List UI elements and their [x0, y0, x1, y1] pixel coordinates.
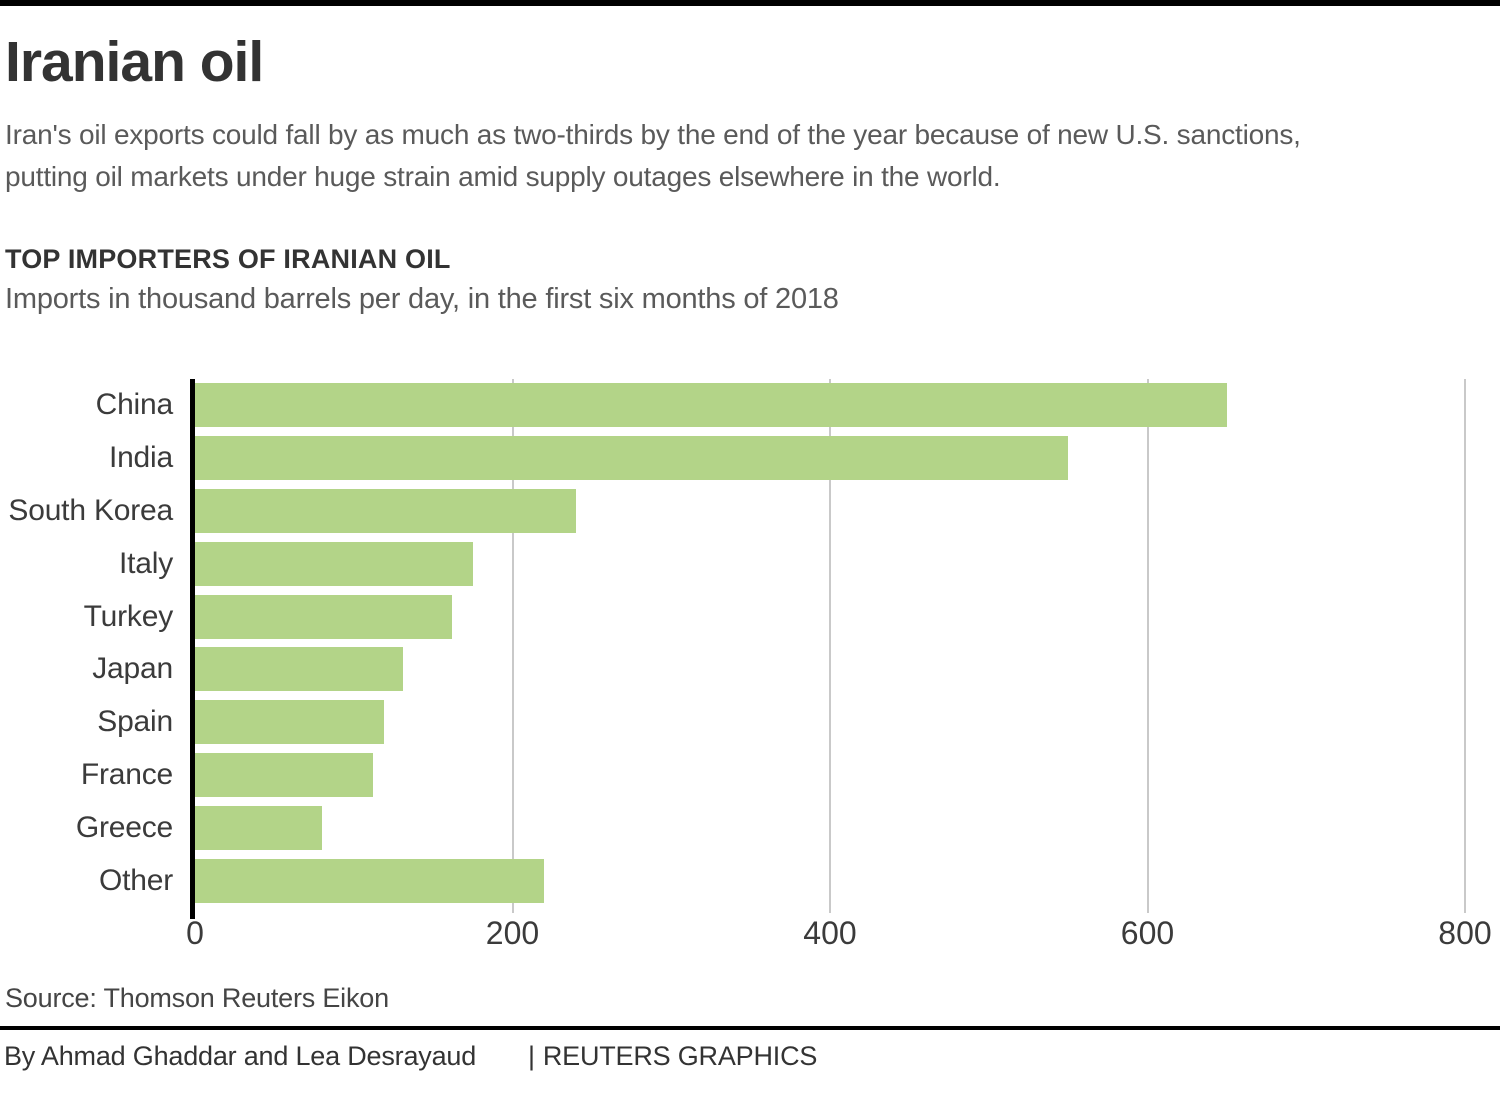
bar-spain [195, 700, 384, 745]
byline-row: By Ahmad Ghaddar and Lea Desrayaud | REU… [0, 1041, 1500, 1071]
bar-row [195, 432, 1469, 485]
x-tick-label-600: 600 [1120, 915, 1175, 951]
page-title: Iranian oil [5, 30, 264, 94]
bar-turkey [195, 594, 453, 639]
category-label-south-korea: South Korea [8, 493, 173, 527]
dek-line-2: putting oil markets under huge strain am… [5, 161, 1001, 192]
gridline-800 [1464, 379, 1466, 913]
bar-row [195, 643, 1469, 696]
bar-south-korea [195, 488, 576, 533]
bars-group [195, 379, 1469, 907]
bar-chart: China India South Korea Italy Turkey Japan Spa… [0, 379, 1500, 919]
chart-subtitle: Imports in thousand barrels per day, in … [5, 283, 839, 315]
bar-japan [195, 647, 403, 692]
category-label-italy: Italy [118, 546, 173, 580]
brand-label: REUTERS GRAPHICS [542, 1041, 818, 1071]
bar-row [195, 749, 1469, 802]
x-tick-label-800: 800 [1438, 915, 1492, 951]
category-label-greece: Greece [75, 810, 173, 844]
bar-row [195, 590, 1469, 643]
x-tick-label-400: 400 [803, 915, 857, 951]
byline-separator: | [528, 1041, 535, 1071]
bar-row [195, 379, 1469, 432]
category-label-india: India [108, 441, 173, 475]
dek-line-1: Iran's oil exports could fall by as much… [5, 119, 1301, 150]
category-label-other: Other [98, 863, 173, 897]
x-tick-label-0: 0 [186, 915, 204, 951]
dek-paragraph: Iran's oil exports could fall by as much… [5, 114, 1484, 198]
x-axis: 0 200 400 600 800 [186, 907, 1492, 953]
bar-row [195, 854, 1469, 907]
bar-row [195, 485, 1469, 538]
category-labels-column: China India South Korea Italy Turkey Japan Spa… [0, 379, 190, 907]
category-label-spain: Spain [97, 705, 173, 739]
category-label-japan: Japan [92, 652, 173, 686]
footer-divider-rule [0, 1026, 1500, 1030]
category-label-turkey: Turkey [83, 599, 174, 633]
source-note: Source: Thomson Reuters Eikon [5, 983, 389, 1013]
bar-other [195, 858, 545, 903]
top-rule [0, 0, 1500, 6]
category-label-china: China [95, 388, 174, 422]
bar-greece [195, 805, 322, 850]
chart-kicker: TOP IMPORTERS OF IRANIAN OIL [5, 244, 451, 274]
gridline-200 [511, 379, 514, 913]
bar-row [195, 801, 1469, 854]
byline: By Ahmad Ghaddar and Lea Desrayaud [4, 1041, 477, 1071]
bar-france [195, 752, 373, 797]
gridline-400 [829, 379, 831, 913]
gridline-600 [1146, 379, 1149, 913]
category-label-france: France [80, 757, 173, 791]
x-tick-label-200: 200 [485, 915, 540, 951]
plot-area [190, 379, 1469, 919]
bar-china [195, 383, 1227, 428]
bar-row [195, 696, 1469, 749]
bar-row [195, 537, 1469, 590]
header: Iranian oil Iran's oil exports could fal… [0, 6, 1500, 198]
zero-axis-tick [190, 907, 195, 919]
bar-india [195, 436, 1069, 481]
bar-italy [195, 541, 473, 586]
